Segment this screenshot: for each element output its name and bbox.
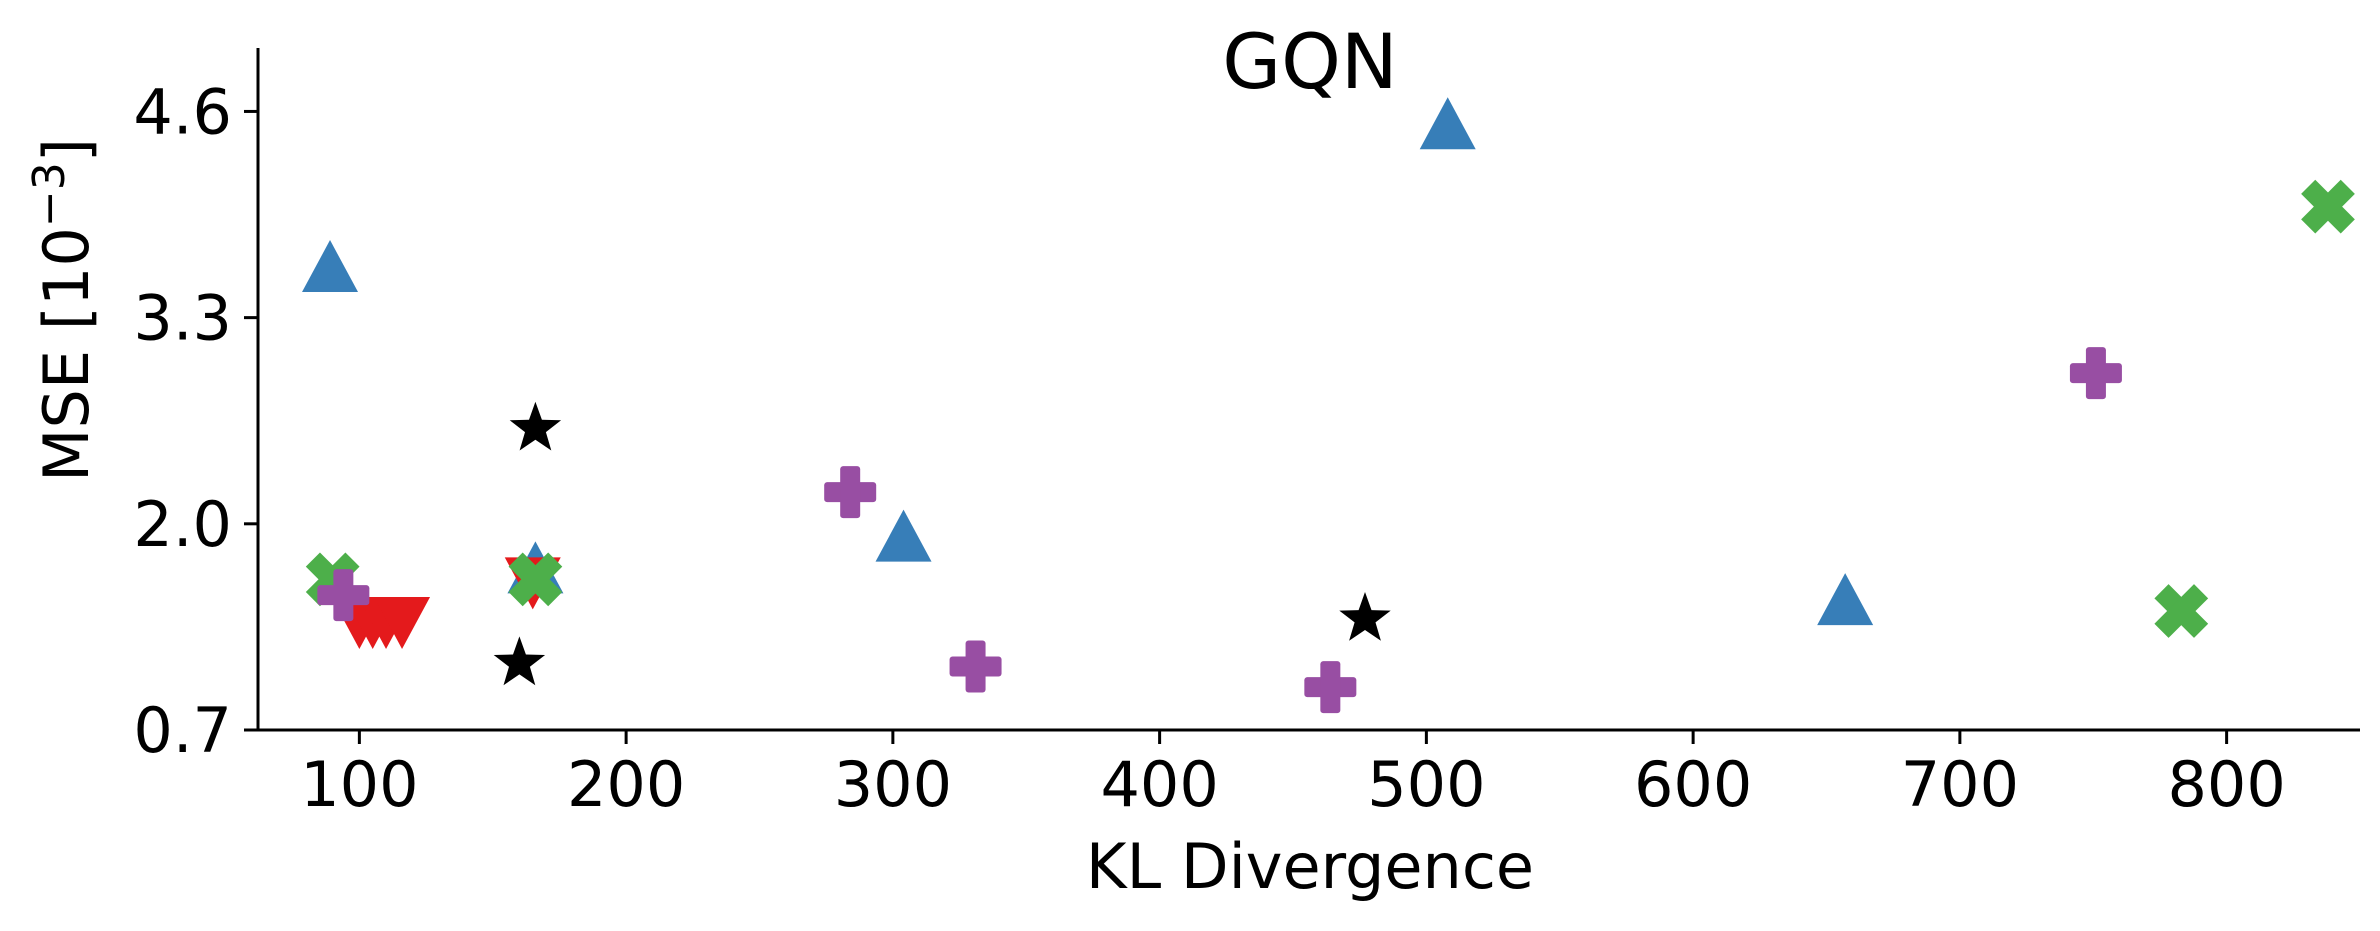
y-axis-title-exponent: −3	[24, 162, 75, 227]
star-point	[509, 401, 562, 451]
x-tick-label: 400	[1100, 748, 1218, 821]
y-tick-label: 4.6	[133, 75, 232, 148]
x-point	[2301, 179, 2355, 234]
x-tick-label: 100	[300, 748, 418, 821]
plus-point	[2069, 347, 2122, 400]
x-tick-label: 500	[1367, 748, 1485, 821]
plus-point	[1304, 661, 1357, 714]
y-tick-label: 2.0	[133, 488, 232, 561]
x-tick-label: 800	[2167, 748, 2285, 821]
triangle-up-point	[875, 509, 932, 562]
y-tick-label: 0.7	[133, 694, 232, 767]
triangle-up-point	[1817, 573, 1874, 626]
plus-point	[317, 569, 370, 622]
x-tick-label: 300	[834, 748, 952, 821]
plus-point	[949, 640, 1002, 693]
star-point	[493, 636, 546, 686]
y-axis-title: MSE [10−3]	[24, 138, 103, 482]
y-axis-title-text: MSE [10	[30, 227, 103, 482]
x-tick-label: 600	[1634, 748, 1752, 821]
triangle-down-point	[374, 596, 431, 649]
chart-title: GQN	[1222, 17, 1398, 106]
triangle-up-point	[302, 240, 359, 293]
svg-text:MSE [10−3]: MSE [10−3]	[24, 138, 103, 482]
x-tick-label: 700	[1901, 748, 2019, 821]
data-points	[302, 97, 2355, 714]
x-axis-title: KL Divergence	[1086, 830, 1534, 903]
triangle-up-point	[1419, 97, 1476, 150]
y-axis-title-close: ]	[30, 138, 103, 162]
x-point	[508, 552, 563, 607]
y-ticks: 0.7 2.0 3.3 4.6	[133, 75, 258, 767]
x-tick-label: 200	[567, 748, 685, 821]
x-ticks: 100 200 300 400 500 600 700 800	[300, 730, 2286, 821]
plus-point	[824, 466, 877, 519]
x-point	[2154, 584, 2209, 638]
star-point	[1339, 592, 1391, 641]
y-tick-label: 3.3	[133, 282, 232, 355]
